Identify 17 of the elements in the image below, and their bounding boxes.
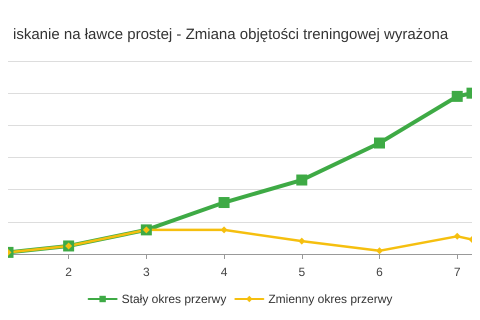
point — [452, 90, 463, 102]
legend-label: Zmienny okres przerwy — [268, 292, 392, 306]
point — [454, 232, 461, 240]
x-tick-label: 4 — [220, 265, 228, 279]
point — [374, 138, 386, 149]
legend-label: Stały okres przerwy — [122, 292, 226, 306]
x-tick-label: 7 — [454, 265, 461, 279]
point — [218, 197, 230, 208]
x-tick-label: 3 — [143, 265, 150, 279]
x-tick-label: 2 — [65, 265, 72, 279]
chart-title: iskanie na ławce prostej - Zmiana objętości treningowej wyrażona — [13, 26, 449, 43]
point — [298, 238, 306, 245]
point — [296, 174, 308, 186]
point — [220, 226, 228, 234]
x-tick-label: 6 — [376, 265, 384, 279]
x-tick-label: 5 — [298, 265, 306, 279]
point — [376, 247, 384, 254]
